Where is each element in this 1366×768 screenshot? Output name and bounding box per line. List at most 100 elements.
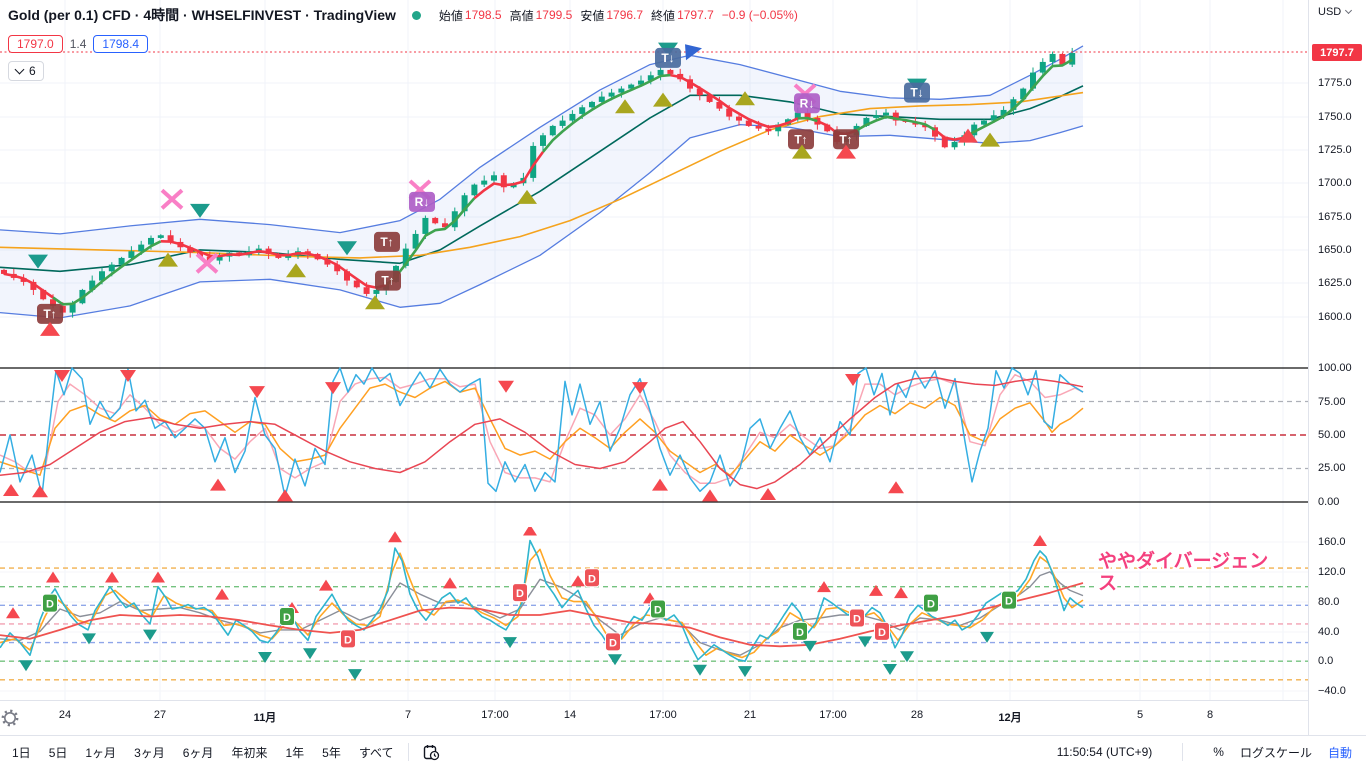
up-triangle-marker[interactable] [215,588,229,600]
up-triangle-marker[interactable] [46,571,60,583]
down-triangle-marker[interactable] [303,648,317,660]
auto-scale-button[interactable]: 自動 [1327,745,1352,760]
range-button-年初来[interactable]: 年初来 [231,745,268,760]
trade-signal-badge[interactable]: T↑ [374,231,400,252]
trade-signal-badge[interactable]: T↓ [655,47,681,68]
up-triangle-marker[interactable] [365,295,385,310]
down-triangle-marker[interactable] [28,254,48,269]
up-triangle-marker[interactable] [517,189,537,204]
up-triangle-marker[interactable] [523,527,537,536]
flag-marker[interactable] [685,44,702,61]
indicators-collapse-button[interactable]: 6 [8,61,44,81]
up-triangle-marker[interactable] [319,579,333,591]
divergence-badge[interactable]: D [874,621,890,641]
down-triangle-marker[interactable] [325,382,341,395]
up-triangle-marker[interactable] [40,321,60,336]
range-button-5日[interactable]: 5日 [48,745,68,760]
down-triangle-marker[interactable] [82,633,96,645]
up-triangle-marker[interactable] [388,531,402,543]
trade-signal-badge[interactable]: T↑ [788,129,814,150]
main-price-pane[interactable]: T↑ T↑ T↑ R↓ T↓ R↓ T↑ T↑ T↓ [0,0,1308,357]
down-triangle-marker[interactable] [348,669,362,681]
divergence-badge[interactable]: D [650,599,666,619]
percent-scale-button[interactable]: % [1213,745,1224,759]
up-triangle-marker[interactable] [792,144,812,159]
trade-signal-badge[interactable]: T↑ [37,303,63,324]
divergence-badge[interactable]: D [849,608,865,628]
up-triangle-marker[interactable] [652,478,668,491]
up-triangle-marker[interactable] [702,489,718,502]
range-button-すべて[interactable]: すべて [358,745,394,760]
range-button-3ヶ月[interactable]: 3ヶ月 [134,745,165,760]
up-triangle-marker[interactable] [210,478,226,491]
trade-signal-badge[interactable]: T↑ [833,129,859,150]
stochastic-oscillator-pane[interactable] [0,357,1308,527]
down-triangle-marker[interactable] [258,652,272,664]
down-triangle-marker[interactable] [980,631,994,643]
down-triangle-marker[interactable] [900,651,914,663]
bid-price-button[interactable]: 1797.0 [8,35,63,53]
down-triangle-marker[interactable] [845,374,861,387]
divergence-badge[interactable]: D [1001,590,1017,610]
down-triangle-marker[interactable] [858,636,872,648]
divergence-badge[interactable]: D [512,583,528,603]
down-triangle-marker[interactable] [190,203,210,218]
up-triangle-marker[interactable] [32,485,48,498]
down-triangle-marker[interactable] [803,640,817,652]
trade-signal-badge[interactable]: T↓ [904,82,930,103]
up-triangle-marker[interactable] [3,483,19,496]
down-triangle-marker[interactable] [249,386,265,399]
trade-signal-badge[interactable]: R↓ [409,191,435,212]
up-triangle-marker[interactable] [1033,534,1047,546]
custom-date-range-icon[interactable] [423,744,440,761]
up-triangle-marker[interactable] [286,263,306,278]
up-triangle-marker[interactable] [817,581,831,593]
up-triangle-marker[interactable] [836,144,856,159]
up-triangle-marker[interactable] [6,607,20,619]
price-axis[interactable]: USD 1797.7 1775.0 1750.0 1725.0 1700.0 1675.… [1308,0,1366,735]
up-triangle-marker[interactable] [571,575,585,587]
down-triangle-marker[interactable] [143,629,157,641]
divergence-annotation[interactable]: ややダイバージェンス [1098,551,1269,594]
up-triangle-marker[interactable] [980,132,1000,147]
down-triangle-marker[interactable] [738,666,752,678]
currency-selector[interactable]: USD [1318,6,1353,18]
up-triangle-marker[interactable] [888,481,904,494]
divergence-badge[interactable]: D [42,593,58,613]
down-triangle-marker[interactable] [608,654,622,666]
down-triangle-marker[interactable] [632,382,648,395]
divergence-badge[interactable]: D [279,607,295,626]
log-scale-button[interactable]: ログスケール [1239,745,1312,760]
divergence-badge[interactable]: D [340,629,356,649]
up-triangle-marker[interactable] [735,91,755,106]
gear-icon[interactable] [0,708,20,728]
range-button-5年[interactable]: 5年 [322,745,341,760]
down-triangle-marker[interactable] [498,380,514,393]
divergence-badge[interactable]: D [584,568,600,588]
down-triangle-marker[interactable] [19,660,33,672]
clock-readout[interactable]: 11:50:54 (UTC+9) [1056,745,1153,759]
down-triangle-marker[interactable] [337,241,357,256]
x-cross-marker[interactable] [195,252,219,274]
up-triangle-marker[interactable] [158,252,178,267]
ask-price-button[interactable]: 1798.4 [93,35,149,53]
up-triangle-marker[interactable] [443,577,457,589]
x-cross-marker[interactable] [160,188,184,210]
down-triangle-marker[interactable] [54,370,70,383]
up-triangle-marker[interactable] [958,128,978,143]
divergence-badge[interactable]: D [923,593,939,613]
up-triangle-marker[interactable] [869,584,883,596]
up-triangle-marker[interactable] [894,587,908,599]
trade-signal-badge[interactable]: T↑ [375,270,401,291]
range-button-1年[interactable]: 1年 [285,745,305,760]
symbol-title[interactable]: Gold (per 0.1) CFD · 4時間 · WHSELFINVEST … [8,7,396,23]
time-axis[interactable]: 24 27 11月 7 17:00 14 17:00 21 17:00 28 12月 5 8 [0,700,1366,735]
up-triangle-marker[interactable] [151,571,165,583]
up-triangle-marker[interactable] [760,487,776,500]
range-button-1ヶ月[interactable]: 1ヶ月 [85,745,117,760]
down-triangle-marker[interactable] [883,663,897,675]
up-triangle-marker[interactable] [105,571,119,583]
up-triangle-marker[interactable] [277,489,293,502]
range-button-6ヶ月[interactable]: 6ヶ月 [182,745,214,760]
divergence-badge[interactable]: D [605,632,621,652]
